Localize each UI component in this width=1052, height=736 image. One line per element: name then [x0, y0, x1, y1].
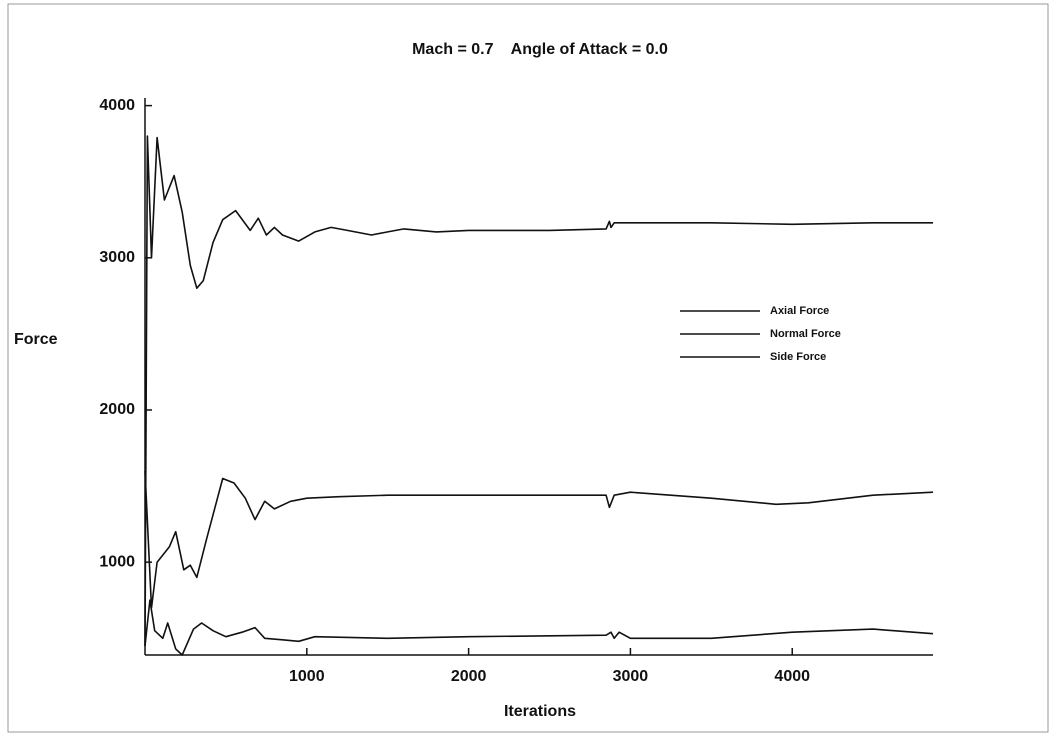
series-line: [144, 599, 934, 656]
legend-label: Normal Force: [770, 328, 841, 340]
frame: [7, 3, 1049, 733]
y-tick-label: 3000: [99, 249, 135, 266]
y-axis-label: Force: [14, 331, 58, 348]
legend-label: Side Force: [770, 351, 826, 363]
x-tick-label: 3000: [613, 668, 649, 685]
x-tick-label: 2000: [451, 668, 487, 685]
series-line: [144, 470, 934, 609]
legend-label: Axial Force: [770, 305, 829, 317]
x-tick-label: 4000: [774, 668, 810, 685]
series-line: [144, 135, 933, 646]
chart-title: Mach = 0.7 Angle of Attack = 0.0: [412, 41, 668, 58]
y-tick-label: 4000: [99, 97, 135, 114]
x-axis-label: Iterations: [504, 703, 576, 720]
y-tick-label: 2000: [99, 401, 135, 418]
x-tick-label: 1000: [289, 668, 325, 685]
y-tick-label: 1000: [99, 553, 135, 570]
